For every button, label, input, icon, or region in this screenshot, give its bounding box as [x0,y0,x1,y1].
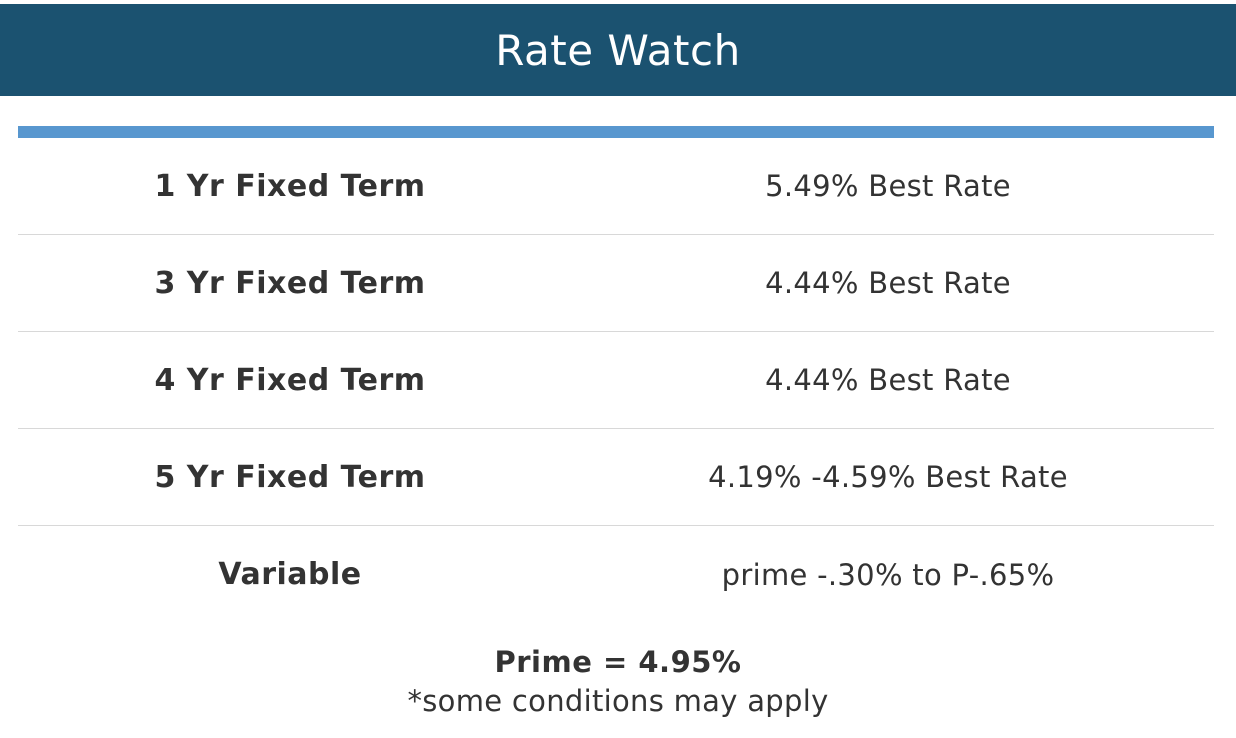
rate-table: 1 Yr Fixed Term 5.49% Best Rate 3 Yr Fix… [18,138,1214,623]
rate-row-5yr: 5 Yr Fixed Term 4.19% -4.59% Best Rate [18,429,1214,526]
rate-value: 4.44% Best Rate [765,266,1011,300]
page-title: Rate Watch [495,25,741,75]
accent-divider [18,126,1214,138]
term-label: 5 Yr Fixed Term [154,459,426,495]
footer: Prime = 4.95% *some conditions may apply [0,642,1236,720]
rate-value: 4.44% Best Rate [765,363,1011,397]
rate-value: 4.19% -4.59% Best Rate [708,460,1068,494]
rate-value: 5.49% Best Rate [765,169,1011,203]
term-label: 3 Yr Fixed Term [154,265,426,301]
rate-row-3yr: 3 Yr Fixed Term 4.44% Best Rate [18,235,1214,332]
term-label: Variable [218,557,362,592]
term-label: 4 Yr Fixed Term [154,362,426,398]
rate-value: prime -.30% to P-.65% [721,557,1055,592]
rate-row-1yr: 1 Yr Fixed Term 5.49% Best Rate [18,138,1214,235]
rate-row-variable: Variable prime -.30% to P-.65% [18,526,1214,623]
term-label: 1 Yr Fixed Term [154,168,426,204]
conditions-note: *some conditions may apply [407,684,829,718]
header-banner: Rate Watch [0,4,1236,96]
prime-rate-label: Prime = 4.95% [494,645,742,679]
rate-row-4yr: 4 Yr Fixed Term 4.44% Best Rate [18,332,1214,429]
